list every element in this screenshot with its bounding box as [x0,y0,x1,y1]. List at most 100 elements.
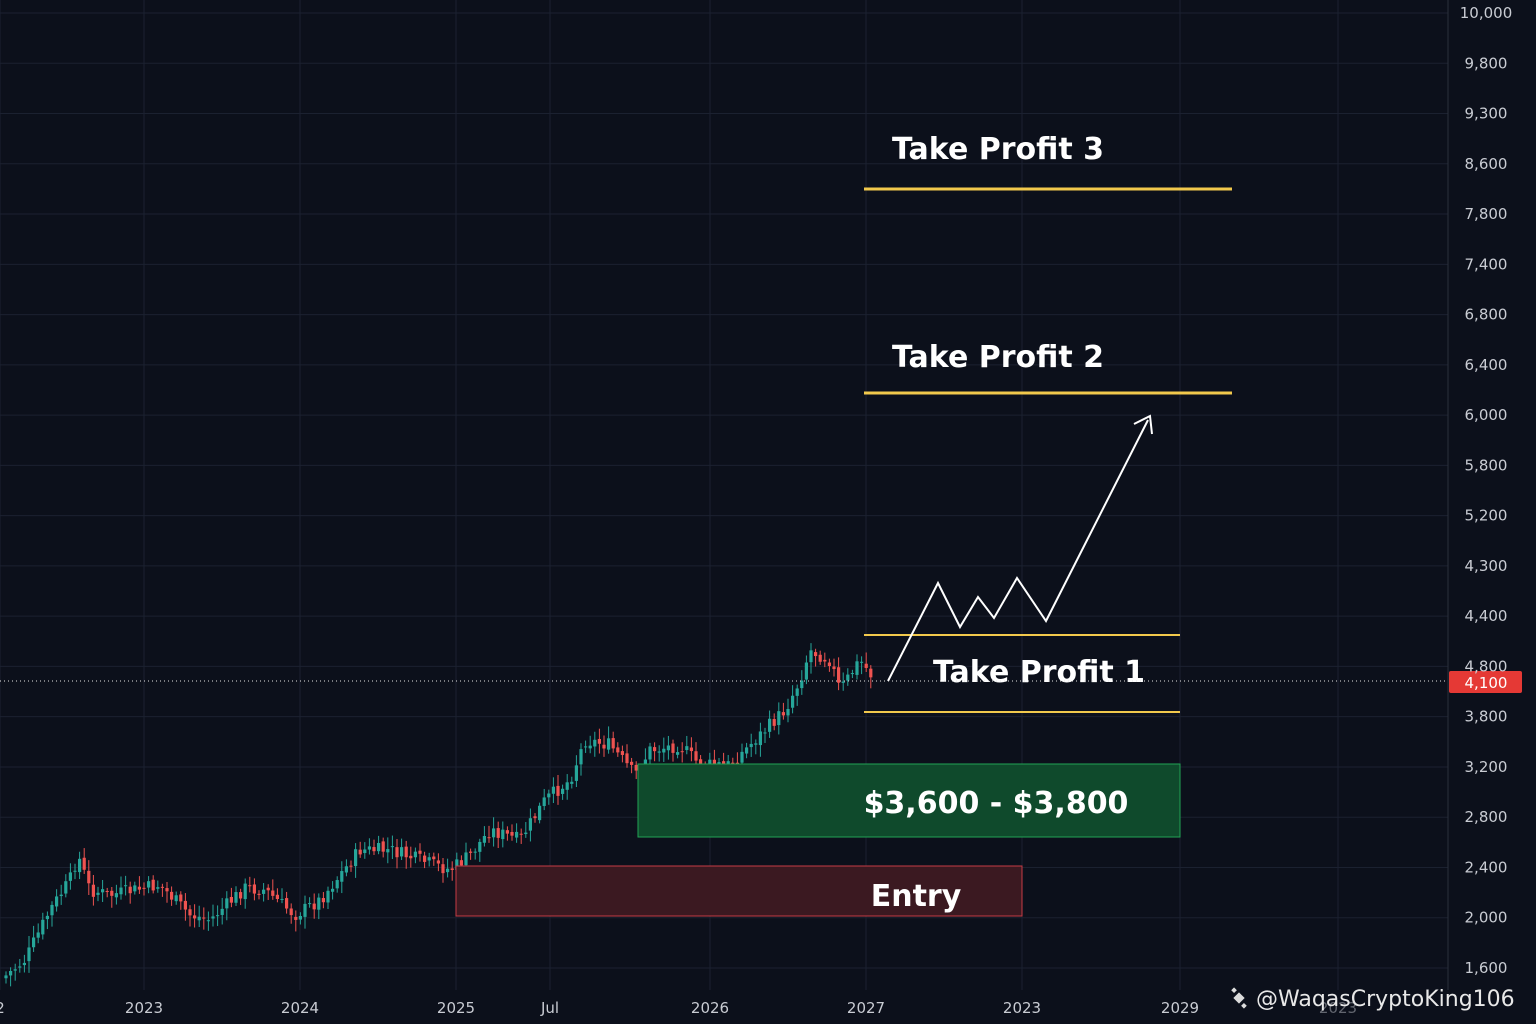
candle-body [147,881,151,888]
candle-body [41,919,45,935]
candle-body [607,738,611,750]
candle-body [367,846,371,850]
candle-body [220,908,224,915]
candle-body [110,890,114,896]
candle-body [50,904,54,916]
tp2-label: Take Profit 2 [892,340,1104,375]
time-label: Jul [540,999,559,1017]
candle-body [680,751,684,753]
candle-body [165,888,169,892]
candle-body [717,762,721,765]
candle-body [749,743,753,748]
candle-body [768,718,772,732]
candle-body [800,680,804,689]
candle-body [804,662,808,680]
candle-body [850,673,854,675]
price-label: 6,800 [1465,306,1508,324]
candle-body [588,745,592,749]
candle-body [694,751,698,761]
projection-path [887,419,1149,682]
entry-zone [455,865,1023,917]
candle-body [496,828,500,838]
price-label: 8,600 [1465,155,1508,173]
candle-body [64,881,68,894]
candle-body [758,731,762,746]
candle-body [280,898,284,900]
candle-body [423,855,427,862]
candle-body [570,781,574,784]
time-label: 2025 [437,999,475,1017]
zone-label: $3,600 - $3,800 [864,786,1129,821]
candle-body [13,969,17,971]
projection-arrowhead [1133,414,1153,435]
candle-body [363,849,367,854]
candle-body [156,887,160,889]
candle-body [593,739,597,747]
candle-body [18,966,22,968]
candle-body [515,831,519,838]
candle-body [312,903,316,910]
candle-body [377,843,381,852]
candle-body [487,837,491,839]
candle-body [464,852,468,866]
candle-body [648,746,652,760]
candle-body [676,752,680,755]
watermark: @WaqasCryptoKing106 [1231,987,1515,1012]
candle-body [455,859,459,870]
candle-body [211,916,215,919]
candle-body [257,893,261,895]
candle-body [142,887,146,889]
candle-body [510,831,514,836]
candle-body [124,885,128,887]
candle-body [202,917,206,919]
candle-body [791,695,795,708]
candle-body [4,975,8,979]
candle-body [616,747,620,753]
candle-body [864,663,868,668]
price-label: 10,000 [1460,4,1513,22]
candle-body [561,788,565,794]
candle-body [243,883,247,900]
time-axis: 2 2023 2024 2025 Jul 2026 2027 2023 2029 2023 [0,999,1357,1017]
candles [4,643,873,987]
candle-body [689,747,693,752]
candle-body [846,674,850,681]
candle-body [556,785,560,796]
candle-body [492,828,496,838]
candle-body [114,893,118,898]
candle-body [87,870,91,884]
candle-body [832,666,836,670]
candle-body [597,738,601,744]
candle-body [685,746,689,751]
watermark-text: @WaqasCryptoKing106 [1256,987,1515,1012]
candle-body [229,896,233,903]
candle-body [809,650,813,663]
candle-body [657,751,661,753]
time-label: 2024 [281,999,319,1017]
candle-body [239,892,243,899]
candle-body [777,711,781,726]
candle-body [427,857,431,861]
candle-body [763,732,767,734]
candle-body [574,765,578,781]
price-label: 3,800 [1465,708,1508,726]
candle-body [234,892,238,903]
candle-body [22,962,26,966]
candle-body [625,753,629,764]
candle-body [630,761,634,765]
candle-body [469,851,473,853]
candle-body [473,851,477,853]
candle-body [248,885,252,887]
candle-body [869,668,873,678]
candle-body [827,662,831,667]
price-label: 2,800 [1465,808,1508,826]
candle-body [78,858,82,873]
grid [0,0,1448,990]
price-label: 6,000 [1465,406,1508,424]
candle-body [197,916,201,921]
candle-body [303,903,307,917]
candle-body [206,920,210,922]
candle-body [395,847,399,858]
